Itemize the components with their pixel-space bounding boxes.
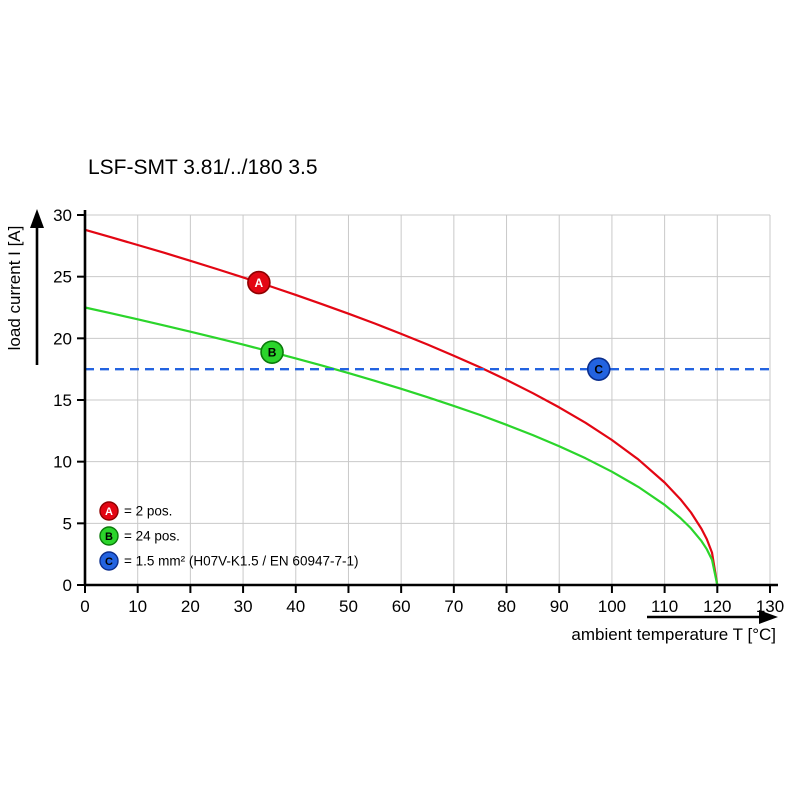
x-tick-label: 70 — [444, 597, 463, 616]
x-tick-label: 30 — [234, 597, 253, 616]
y-tick-label: 5 — [63, 514, 72, 533]
grid — [84, 214, 771, 586]
marker-B-badge — [260, 340, 284, 364]
y-tick-label: 10 — [53, 453, 72, 472]
legend-label-C: = 1.5 mm² (H07V-K1.5 / EN 60947-7-1) — [124, 554, 358, 569]
legend-marker-B — [99, 526, 119, 546]
legend-label-A: = 2 pos. — [124, 504, 172, 519]
legend-letter-B: B — [105, 531, 113, 543]
y-axis-arrowhead-icon — [30, 209, 44, 228]
x-tick-label: 20 — [181, 597, 200, 616]
x-ticks: 0 10 20 30 40 50 60 70 80 90 100 110 120 130 — [80, 585, 784, 616]
x-tick-label: 90 — [550, 597, 569, 616]
x-tick-label: 120 — [703, 597, 731, 616]
y-tick-label: 20 — [53, 329, 72, 348]
x-tick-label: 10 — [128, 597, 147, 616]
x-tick-label: 60 — [392, 597, 411, 616]
y-ticks: 0 5 10 15 20 25 30 — [53, 206, 85, 595]
legend: A = 2 pos. B = 24 pos. C = 1.5 mm² (H07V-K1.5… — [99, 501, 358, 571]
series-lines — [83, 228, 770, 587]
x-tick-label: 110 — [651, 597, 678, 616]
x-tick-label: 100 — [598, 597, 626, 616]
y-axis-arrow — [30, 209, 44, 365]
x-axis-arrow — [647, 610, 778, 624]
legend-marker-A — [99, 501, 119, 521]
marker-C-badge — [586, 357, 611, 381]
legend-letter-C: C — [105, 556, 113, 568]
x-tick-label: 40 — [286, 597, 305, 616]
x-tick-label: 50 — [339, 597, 358, 616]
markers: A B C — [247, 270, 611, 381]
y-axis-label: load current I [A] — [5, 226, 24, 351]
y-tick-label: 25 — [53, 268, 72, 287]
x-tick-label: 80 — [497, 597, 516, 616]
x-axis-label: ambient temperature T [°C] — [571, 625, 776, 644]
y-tick-label: 15 — [53, 391, 72, 410]
marker-A-letter: A — [255, 276, 264, 290]
chart-title: LSF-SMT 3.81/../180 3.5 — [88, 156, 318, 179]
marker-B-letter: B — [268, 346, 277, 360]
x-axis-arrowhead-icon — [759, 610, 778, 624]
series-B-curve — [83, 306, 719, 587]
y-tick-label: 0 — [63, 576, 72, 595]
x-tick-label: 0 — [80, 597, 89, 616]
series-A-curve — [83, 228, 719, 587]
legend-label-B: = 24 pos. — [124, 529, 180, 544]
marker-C-letter: C — [594, 363, 603, 377]
legend-letter-A: A — [105, 506, 113, 518]
y-tick-label: 30 — [53, 206, 72, 225]
legend-marker-C — [99, 551, 119, 571]
x-tick-label: 130 — [756, 597, 784, 616]
marker-A-badge — [247, 270, 271, 295]
